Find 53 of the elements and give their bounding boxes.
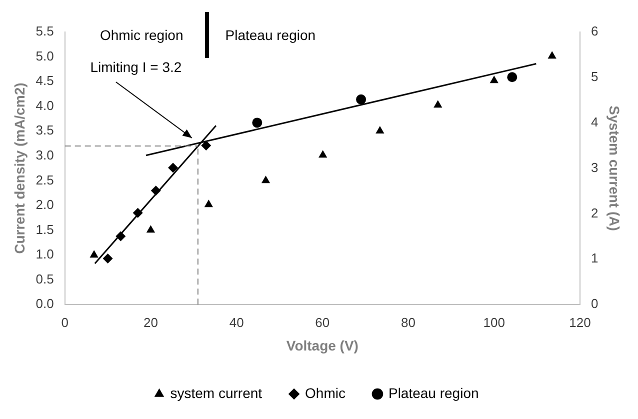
y2-tick-label: 4	[590, 114, 598, 130]
point	[548, 51, 556, 59]
point	[201, 140, 212, 150]
y2-tick-label: 5	[590, 69, 598, 84]
y-tick-label: 4.5	[36, 73, 54, 88]
point	[90, 250, 98, 258]
y-tick-label: 5.0	[36, 48, 54, 64]
point	[434, 100, 442, 108]
y-tick-label: 3.0	[36, 147, 54, 162]
x-tick-label: 20	[143, 314, 158, 330]
y-tick-label: 0.5	[36, 271, 54, 286]
x-tick-label: 120	[569, 314, 591, 330]
point	[490, 76, 498, 84]
point	[261, 176, 270, 184]
point	[102, 254, 113, 264]
legend-label: Ohmic	[305, 384, 346, 401]
x-tick-label: 80	[401, 314, 416, 330]
point	[376, 126, 384, 134]
annotation: Ohmic region	[100, 27, 184, 43]
y-tick-label: 1.5	[36, 222, 54, 237]
y-tick-label: 5.5	[36, 24, 54, 39]
y-tick-label: 3.5	[36, 122, 54, 138]
x-tick-label: 0	[61, 314, 68, 330]
y-tick-label: 1.0	[36, 246, 54, 262]
point	[507, 72, 518, 82]
annotation: Plateau region	[225, 27, 316, 43]
y2-tick-label: 0	[590, 296, 598, 312]
y2-axis-title: System current (A)	[606, 106, 623, 231]
y2-tick-label: 2	[590, 205, 598, 220]
point	[132, 208, 143, 218]
point	[318, 150, 328, 158]
x-tick-label: 40	[229, 314, 244, 330]
point	[252, 118, 262, 128]
point	[356, 94, 366, 104]
x-axis-title: Voltage (V)	[286, 337, 358, 354]
point	[204, 200, 213, 208]
y2-tick-label: 6	[590, 24, 598, 39]
x-tick-label: 60	[315, 314, 330, 330]
legend-label: system current	[170, 384, 262, 401]
y-tick-label: 2.0	[36, 197, 54, 212]
y-axis-title: Current density (mA/cm2)	[11, 82, 28, 254]
y-tick-label: 4.0	[36, 98, 54, 113]
annotation: Limiting I = 3.2	[90, 58, 182, 75]
y-tick-label: 2.5	[36, 172, 54, 188]
point	[150, 186, 161, 196]
point	[116, 231, 126, 242]
legend-label: Plateau region	[388, 384, 479, 401]
y2-tick-label: 3	[590, 160, 598, 175]
point	[168, 162, 178, 173]
y-tick-label: 0.0	[36, 296, 54, 312]
x-tick-label: 100	[483, 314, 505, 330]
point	[146, 225, 156, 233]
y2-tick-label: 1	[590, 250, 598, 266]
